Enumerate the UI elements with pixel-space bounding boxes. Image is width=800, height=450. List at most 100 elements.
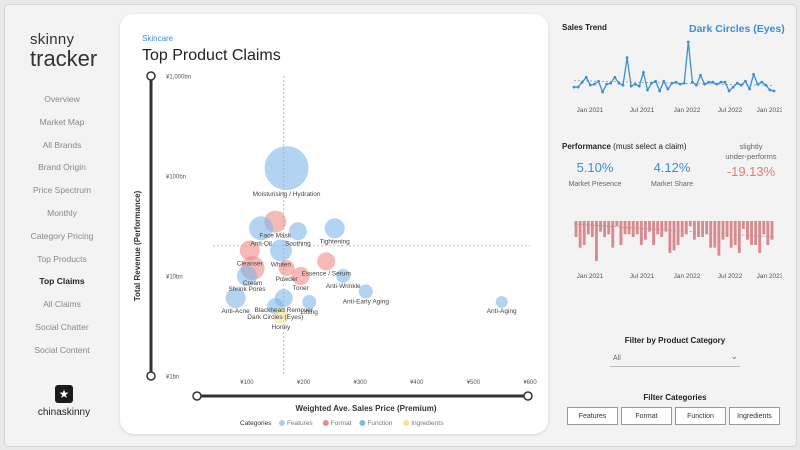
performance-bar[interactable]: [684, 221, 688, 235]
sales-point[interactable]: [617, 81, 621, 85]
y-slider-handle-bottom[interactable]: [146, 371, 156, 381]
sales-point[interactable]: [739, 83, 743, 87]
sidebar-item-all-claims[interactable]: All Claims: [43, 299, 81, 310]
performance-bar[interactable]: [709, 221, 713, 248]
performance-bar[interactable]: [766, 221, 770, 245]
performance-bar[interactable]: [668, 221, 672, 253]
sidebar-item-price-spectrum[interactable]: Price Spectrum: [32, 185, 92, 196]
sidebar-item-social-chatter[interactable]: Social Chatter: [35, 321, 89, 332]
sales-point[interactable]: [727, 89, 731, 93]
sales-point[interactable]: [662, 79, 666, 83]
performance-bar[interactable]: [635, 221, 639, 235]
sales-point[interactable]: [609, 81, 613, 85]
product-category-dropdown[interactable]: All ⌄: [610, 350, 740, 367]
performance-bar[interactable]: [688, 221, 692, 227]
sales-point[interactable]: [646, 88, 649, 92]
performance-bar[interactable]: [603, 221, 607, 237]
bubble-point[interactable]: [272, 307, 289, 324]
performance-bar[interactable]: [639, 221, 643, 245]
sales-trend-chart[interactable]: Jan 2021 Jul 2021 Jan 2022 Jul 2022 Jan 2023: [562, 40, 782, 120]
sales-point[interactable]: [731, 85, 735, 89]
sales-point[interactable]: [707, 80, 711, 84]
filter-function-button[interactable]: Function: [675, 407, 726, 425]
sales-point[interactable]: [593, 82, 596, 86]
bubble-point[interactable]: [302, 294, 317, 309]
performance-bar[interactable]: [754, 221, 758, 245]
performance-bar[interactable]: [652, 221, 656, 245]
bubble-point[interactable]: [324, 218, 345, 239]
performance-bar[interactable]: [697, 221, 700, 237]
sales-point[interactable]: [588, 83, 592, 87]
bubble-point[interactable]: [278, 260, 295, 277]
performance-bar[interactable]: [590, 221, 594, 237]
sales-point[interactable]: [641, 70, 645, 74]
sales-point[interactable]: [764, 83, 768, 87]
sales-point[interactable]: [572, 85, 576, 89]
sales-point[interactable]: [772, 89, 776, 93]
sales-point[interactable]: [686, 40, 690, 44]
performance-bar[interactable]: [705, 221, 709, 235]
performance-bar[interactable]: [676, 221, 680, 245]
performance-bar[interactable]: [578, 221, 582, 248]
sales-point[interactable]: [723, 80, 727, 84]
sidebar-item-monthly[interactable]: Monthly: [47, 207, 77, 218]
sidebar-item-all-brands[interactable]: All Brands: [42, 139, 82, 150]
sales-point[interactable]: [650, 81, 653, 85]
sales-point[interactable]: [760, 80, 764, 84]
sales-point[interactable]: [666, 87, 670, 91]
y-slider-handle-top[interactable]: [146, 71, 156, 81]
x-slider-handle-right[interactable]: [523, 391, 533, 401]
performance-bar[interactable]: [615, 221, 619, 227]
sales-point[interactable]: [658, 89, 662, 93]
performance-bar[interactable]: [607, 221, 611, 235]
sales-point[interactable]: [719, 80, 723, 84]
sales-point[interactable]: [625, 56, 629, 60]
sidebar-item-category-pricing[interactable]: Category Pricing: [30, 230, 94, 241]
sales-point[interactable]: [748, 87, 751, 91]
performance-bar[interactable]: [619, 221, 623, 245]
sales-point[interactable]: [735, 81, 739, 85]
sales-point[interactable]: [613, 75, 617, 79]
performance-bar-chart[interactable]: Jan 2021 Jul 2021 Jan 2022 Jul 2022 Jan 2023: [562, 205, 782, 285]
bubble-point[interactable]: [269, 239, 292, 262]
sidebar-item-brand-origin[interactable]: Brand Origin: [38, 162, 86, 173]
performance-bar[interactable]: [595, 221, 598, 261]
sidebar-item-social-content[interactable]: Social Content: [34, 344, 90, 355]
bubble-point[interactable]: [336, 269, 351, 283]
performance-bar[interactable]: [762, 221, 766, 235]
performance-bar[interactable]: [721, 221, 725, 240]
sales-point[interactable]: [654, 79, 658, 83]
sidebar-item-overview[interactable]: Overview: [44, 94, 80, 104]
sales-point[interactable]: [768, 88, 772, 92]
breadcrumb[interactable]: Skincare: [142, 34, 174, 43]
bubble-point[interactable]: [288, 222, 307, 241]
sales-point[interactable]: [695, 83, 698, 87]
bubble-point[interactable]: [264, 146, 309, 191]
performance-bar[interactable]: [701, 221, 705, 237]
sales-point[interactable]: [678, 82, 682, 86]
sales-point[interactable]: [682, 81, 686, 85]
sales-point[interactable]: [715, 82, 719, 86]
performance-bar[interactable]: [737, 221, 741, 253]
sales-point[interactable]: [629, 84, 633, 88]
sales-point[interactable]: [605, 82, 609, 86]
performance-bar[interactable]: [717, 221, 721, 256]
sales-point[interactable]: [674, 80, 678, 84]
performance-bar[interactable]: [680, 221, 684, 237]
sales-point[interactable]: [744, 79, 747, 83]
bubble-point[interactable]: [317, 252, 336, 271]
bubble-point[interactable]: [236, 266, 257, 286]
sales-point[interactable]: [756, 82, 760, 86]
sales-point[interactable]: [670, 81, 674, 85]
sales-point[interactable]: [576, 85, 580, 89]
sales-point[interactable]: [601, 90, 604, 94]
performance-bar[interactable]: [611, 221, 615, 248]
filter-format-button[interactable]: Format: [621, 407, 672, 425]
sales-point[interactable]: [621, 83, 625, 87]
performance-bar[interactable]: [664, 221, 668, 232]
sales-point[interactable]: [637, 84, 641, 88]
performance-bar[interactable]: [656, 221, 660, 235]
performance-bar[interactable]: [713, 221, 717, 248]
sales-point[interactable]: [580, 80, 584, 84]
filter-features-button[interactable]: Features: [567, 407, 618, 425]
